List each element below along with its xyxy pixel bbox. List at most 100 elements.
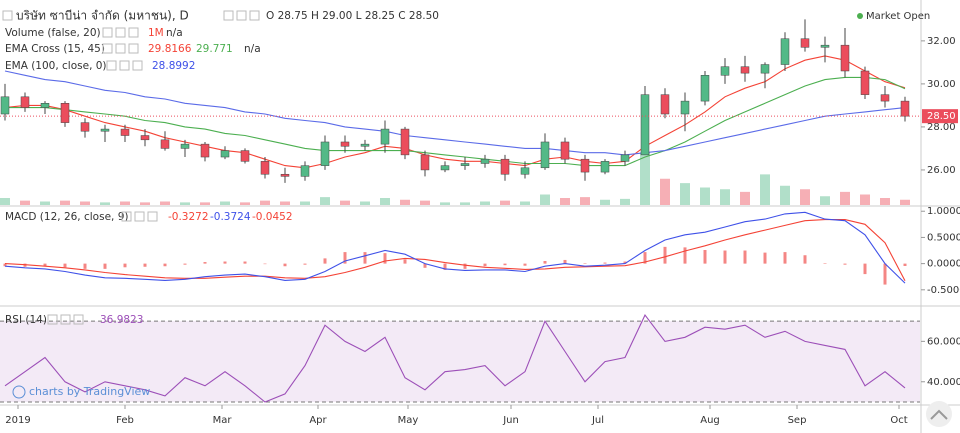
legend-buttons[interactable]: [223, 10, 260, 21]
histogram-bar: [243, 261, 247, 264]
y-tick-label: 1.0000: [927, 206, 960, 217]
volume-bar: [40, 201, 50, 205]
candle-body: [240, 150, 250, 162]
histogram-bar: [763, 252, 767, 264]
candle-body: [460, 163, 470, 166]
volume-bar: [340, 200, 350, 205]
volume-bar: [460, 202, 470, 205]
volume-bar: [640, 152, 650, 205]
histogram-bar: [163, 263, 167, 267]
histogram-bar: [303, 263, 307, 265]
volume-bar: [840, 191, 850, 205]
candle-body: [700, 75, 710, 102]
volume-bar: [600, 199, 610, 205]
histogram-bar: [823, 263, 827, 264]
volume-bar: [820, 196, 830, 205]
indicator-label: Volume (false, 20): [5, 27, 101, 39]
collapse-icon[interactable]: [2, 10, 13, 21]
candle-body: [640, 94, 650, 156]
na-value: n/a: [166, 27, 183, 39]
macd-value: -0.3724: [210, 211, 251, 223]
candle-body: [600, 161, 610, 173]
volume-bar: [220, 201, 230, 205]
histogram-bar: [843, 263, 847, 265]
y-tick-label: -0.5000: [927, 285, 960, 296]
candle-body: [300, 165, 310, 177]
histogram-bar: [363, 252, 367, 264]
histogram-bar: [143, 263, 147, 267]
candle-body: [80, 122, 90, 132]
x-tick-label: Apr: [309, 415, 327, 426]
y-tick-label: 30.00: [927, 79, 956, 90]
volume-bar: [180, 202, 190, 205]
candle-body: [220, 150, 230, 158]
candle-body: [840, 44, 850, 72]
x-tick-label: Oct: [890, 415, 907, 426]
candle-body: [160, 139, 170, 149]
ema-value: 29.771: [196, 43, 233, 55]
histogram-bar: [183, 263, 187, 265]
x-tick-label: Jun: [502, 415, 519, 426]
y-tick-label: 0.5000: [927, 232, 960, 243]
candle-body: [20, 96, 30, 108]
candle-body: [740, 66, 750, 74]
candle-body: [720, 66, 730, 76]
candle-body: [820, 44, 830, 48]
histogram-bar: [483, 263, 487, 267]
histogram-bar: [83, 263, 87, 269]
market-status: Market Open: [866, 11, 930, 22]
volume-bar: [480, 201, 490, 205]
candle-body: [280, 173, 290, 177]
candle-body: [60, 103, 70, 123]
histogram-bar: [903, 263, 907, 266]
volume-bar: [660, 178, 670, 205]
candle-body: [40, 103, 50, 108]
y-tick-label: 40.0000: [927, 377, 960, 388]
volume-bar: [200, 202, 210, 205]
volume-bar: [780, 185, 790, 205]
candle-body: [900, 100, 910, 117]
x-tick-label: Feb: [116, 415, 134, 426]
macd-value: -0.3272: [168, 211, 209, 223]
indicator-line: [4, 314, 906, 403]
legend-buttons[interactable]: [106, 60, 143, 71]
legend-buttons[interactable]: [102, 43, 139, 54]
volume-bar: [280, 201, 290, 205]
indicator-label: MACD (12, 26, close, 9): [5, 211, 128, 223]
volume-bar: [0, 198, 10, 205]
volume-bar: [520, 201, 530, 205]
histogram-bar: [103, 263, 107, 269]
plot-layer: [0, 19, 920, 403]
volume-bar: [260, 200, 270, 205]
candle-body: [360, 143, 370, 147]
indicator-line: [5, 76, 906, 167]
watermark[interactable]: charts by TradingView: [29, 385, 150, 398]
candle-body: [860, 70, 870, 95]
candle-body: [400, 128, 410, 156]
na-value: n/a: [244, 43, 261, 55]
macd-value: -0.0452: [252, 211, 293, 223]
legend-buttons[interactable]: [102, 27, 139, 38]
candle-body: [420, 154, 430, 171]
legend-buttons[interactable]: [47, 314, 84, 325]
legend-buttons[interactable]: [121, 211, 158, 222]
y-tick-label: 0.0000: [927, 259, 960, 270]
y-tick-label: 32.00: [927, 36, 956, 47]
candle-body: [520, 167, 530, 175]
histogram-bar: [223, 261, 227, 264]
volume-bar: [740, 191, 750, 205]
volume-bar: [760, 174, 770, 205]
histogram-bar: [203, 262, 207, 264]
candle-body: [760, 64, 770, 74]
volume-bar: [140, 202, 150, 205]
scroll-button[interactable]: [926, 401, 952, 427]
volume-bar: [720, 189, 730, 205]
candle-body: [380, 128, 390, 145]
volume-bar: [500, 200, 510, 205]
candle-body: [180, 143, 190, 149]
volume-bar: [60, 200, 70, 205]
candle-body: [120, 128, 130, 136]
candle-body: [480, 158, 490, 164]
